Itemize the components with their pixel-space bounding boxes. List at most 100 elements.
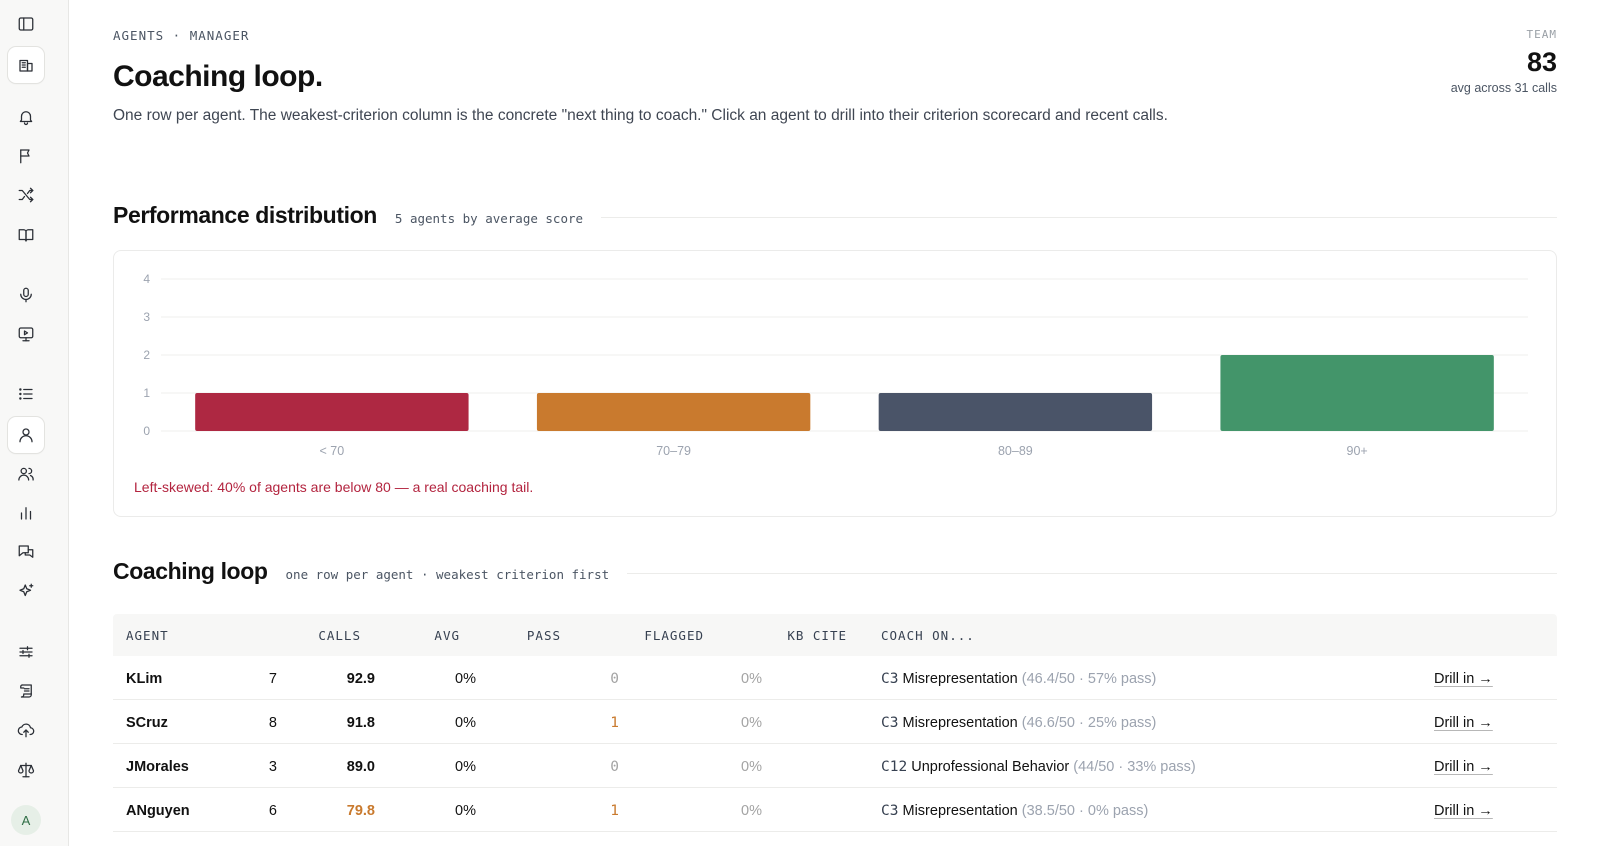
column-kb-cite[interactable]: KB CITE	[787, 628, 847, 643]
users-icon[interactable]	[8, 456, 44, 492]
distribution-header: Performance distribution 5 agents by ave…	[113, 202, 1557, 229]
section-divider	[601, 217, 1557, 218]
column-coach-on[interactable]: COACH ON...	[881, 628, 975, 643]
avg-score: 92.9	[346, 671, 375, 687]
coach-on-criterion: C3 Misrepresentation (46.4/50 · 57% pass…	[881, 671, 1156, 687]
coaching-header: Coaching loop one row per agent · weakes…	[113, 558, 1557, 585]
drill-in-link[interactable]: Drill in →	[1434, 715, 1493, 731]
column-avg[interactable]: AVG	[434, 628, 460, 643]
coach-on-criterion: C12 Unprofessional Behavior (44/50 · 33%…	[881, 759, 1196, 775]
criterion-name: Misrepresentation	[902, 803, 1018, 819]
coaching-note: one row per agent · weakest criterion fi…	[285, 567, 610, 582]
bell-icon[interactable]	[8, 99, 44, 135]
sidebar-toggle-icon[interactable]	[8, 6, 44, 42]
drill-in-link[interactable]: Drill in →	[1434, 803, 1493, 819]
y-tick-label: 3	[143, 310, 150, 324]
cloud-upload-icon[interactable]	[8, 712, 44, 748]
section-divider	[627, 573, 1557, 574]
table-row[interactable]: ANguyen 6 79.8 0% 1 0% C3 Misrepresentation (3…	[113, 788, 1557, 832]
avg-score: 91.8	[346, 715, 375, 731]
bar[interactable]	[878, 393, 1153, 431]
breadcrumb: AGENTS · MANAGER	[113, 28, 250, 43]
agent-name[interactable]: KLim	[126, 671, 163, 687]
agent-name[interactable]: JMorales	[126, 759, 189, 775]
column-flagged[interactable]: FLAGGED	[644, 628, 704, 643]
list-icon[interactable]	[8, 376, 44, 412]
y-tick-label: 4	[143, 272, 150, 286]
flagged-count: 0	[610, 759, 619, 775]
flagged-count: 0	[610, 671, 619, 687]
team-summary: TEAM 83 avg across 31 calls	[1451, 28, 1557, 95]
y-tick-label: 1	[143, 386, 150, 400]
agent-name[interactable]: ANguyen	[126, 803, 190, 819]
coaching-table: AGENT CALLS AVG PASS FLAGGED KB CITE COA…	[113, 614, 1557, 832]
microphone-icon[interactable]	[8, 277, 44, 313]
bar-chart-icon[interactable]	[8, 495, 44, 531]
sliders-icon[interactable]	[8, 634, 44, 670]
criterion-code: C12	[881, 759, 908, 775]
x-tick-label: 80–89	[998, 444, 1033, 458]
sparkles-icon[interactable]	[8, 573, 44, 609]
avatar[interactable]: A	[11, 805, 41, 835]
page-title: Coaching loop.	[113, 60, 323, 93]
criterion-name: Misrepresentation	[902, 715, 1018, 731]
flagged-count: 1	[610, 715, 619, 731]
sidebar: A	[0, 0, 69, 846]
pass-rate: 0%	[455, 671, 476, 687]
page-subtitle: One row per agent. The weakest-criterion…	[113, 107, 1168, 124]
coaching-title: Coaching loop	[113, 558, 268, 584]
pass-rate: 0%	[455, 803, 476, 819]
coach-on-criterion: C3 Misrepresentation (46.6/50 · 25% pass…	[881, 715, 1156, 731]
drill-in-link[interactable]: Drill in →	[1434, 759, 1493, 775]
scroll-icon[interactable]	[8, 673, 44, 709]
team-average-caption: avg across 31 calls	[1450, 81, 1557, 95]
x-tick-label: 70–79	[656, 444, 691, 458]
flag-icon[interactable]	[8, 138, 44, 174]
criterion-code: C3	[881, 803, 899, 819]
kb-cite-rate: 0%	[741, 715, 762, 731]
distribution-chart-card: 0 1 2 3 4 < 70 70–79 80–89 90+ Left-skewed: 40% …	[113, 250, 1557, 517]
agent-name[interactable]: SCruz	[126, 715, 168, 731]
criterion-code: C3	[881, 715, 899, 731]
team-label: TEAM	[1526, 28, 1557, 41]
pass-rate: 0%	[455, 759, 476, 775]
table-row[interactable]: KLim 7 92.9 0% 0 0% C3 Misrepresentation (46.4…	[113, 656, 1557, 700]
building-icon[interactable]	[8, 47, 44, 83]
drill-in-link[interactable]: Drill in →	[1434, 671, 1493, 687]
calls-count: 7	[268, 671, 277, 687]
calls-count: 6	[268, 803, 277, 819]
pass-rate: 0%	[455, 715, 476, 731]
messages-icon[interactable]	[8, 534, 44, 570]
bar[interactable]	[195, 393, 469, 431]
shuffle-icon[interactable]	[8, 177, 44, 213]
column-pass[interactable]: PASS	[526, 628, 561, 643]
criterion-name: Unprofessional Behavior	[911, 759, 1070, 775]
team-average: 83	[1526, 47, 1557, 77]
kb-cite-rate: 0%	[741, 671, 762, 687]
column-calls[interactable]: CALLS	[318, 628, 361, 643]
table-row[interactable]: JMorales 3 89.0 0% 0 0% C12 Unprofessional Beh…	[113, 744, 1557, 788]
calls-count: 3	[268, 759, 277, 775]
scale-icon[interactable]	[8, 752, 44, 788]
distribution-title: Performance distribution	[113, 202, 377, 228]
x-tick-label: 90+	[1347, 444, 1368, 458]
column-agent[interactable]: AGENT	[126, 628, 169, 643]
bar[interactable]	[536, 393, 811, 431]
table-body: KLim 7 92.9 0% 0 0% C3 Misrepresentation (46.4…	[113, 656, 1557, 832]
bar[interactable]	[1220, 355, 1494, 431]
monitor-play-icon[interactable]	[8, 316, 44, 352]
distribution-chart: 0 1 2 3 4 < 70 70–79 80–89 90+	[143, 272, 1528, 458]
criterion-code: C3	[881, 671, 899, 687]
y-tick-label: 0	[143, 424, 150, 438]
distribution-annotation: Left-skewed: 40% of agents are below 80 …	[134, 479, 534, 495]
table-row[interactable]: SCruz 8 91.8 0% 1 0% C3 Misrepresentation (46.…	[113, 700, 1557, 744]
criterion-stats: (46.4/50 · 57% pass)	[1021, 671, 1157, 687]
criterion-stats: (44/50 · 33% pass)	[1073, 759, 1196, 775]
avg-score: 79.8	[346, 803, 375, 819]
kb-cite-rate: 0%	[741, 759, 762, 775]
user-icon[interactable]	[8, 417, 44, 453]
criterion-stats: (38.5/50 · 0% pass)	[1021, 803, 1149, 819]
flagged-count: 1	[610, 803, 619, 819]
book-icon[interactable]	[8, 217, 44, 253]
calls-count: 8	[268, 715, 277, 731]
